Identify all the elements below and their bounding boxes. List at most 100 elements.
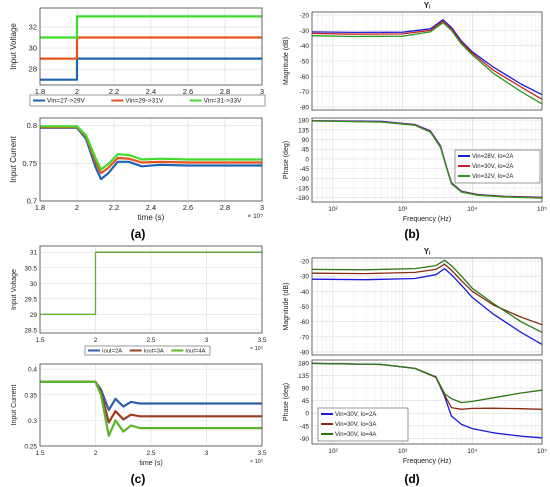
series-line-2 bbox=[40, 36, 262, 60]
y-tick-label: -90 bbox=[300, 436, 310, 443]
x-axis-label: time (s) bbox=[139, 460, 162, 467]
x-axis-label: Frequency (Hz) bbox=[403, 216, 451, 223]
y-tick-label: 0.8 bbox=[27, 121, 37, 130]
x-tick-label: 10³ bbox=[398, 206, 408, 213]
y-tick-label: -40 bbox=[300, 289, 310, 296]
plot-frame bbox=[39, 363, 263, 447]
y-tick-label: -45 bbox=[300, 423, 310, 430]
legend-label-2: Vin=29->31V bbox=[125, 98, 163, 105]
x-tick-label: 2.5 bbox=[146, 337, 155, 344]
y-tick-label: -50 bbox=[300, 59, 310, 66]
legend-label-3: Vin=31->33V bbox=[204, 98, 242, 105]
legend-label-1: Vin=28V, Io=2A bbox=[472, 154, 513, 160]
x-exponent-label: × 10⁵ bbox=[250, 458, 263, 465]
x-tick-label: 10⁴ bbox=[467, 448, 477, 455]
legend-box bbox=[29, 94, 266, 107]
series-line-1 bbox=[40, 57, 262, 81]
series-line-3 bbox=[40, 380, 262, 437]
x-tick-label: 10⁴ bbox=[467, 206, 477, 213]
x-tick-label: 3 bbox=[260, 87, 264, 96]
x-tick-label: 2.6 bbox=[183, 87, 193, 96]
x-tick-label: 3.5 bbox=[257, 450, 266, 457]
chart-c_top: 1.5 2 2.5 3 3.5 28.5 29 29.5 30 30.5 31 × 10⁵ Input … bbox=[11, 245, 267, 356]
x-tick-label: 2 bbox=[94, 450, 98, 457]
series-line-3 bbox=[311, 22, 543, 105]
legend-label-3: Iout=4A bbox=[185, 349, 205, 355]
y-tick-label: -80 bbox=[300, 104, 310, 111]
x-tick-label: 1.8 bbox=[35, 203, 45, 212]
chart-b_phase: 10² 10³ 10⁴ 10⁵ 180 135 90 45 0 -45 -90 -135 -180 Pha… bbox=[283, 117, 547, 223]
plot-frame bbox=[311, 11, 543, 111]
legend-label-1: Vin=27->29V bbox=[47, 98, 85, 105]
y-tick-label: 45 bbox=[302, 398, 310, 405]
caption-a: (a) bbox=[131, 227, 146, 241]
y-tick-label: 32 bbox=[29, 22, 37, 31]
y-axis-label: Input Current bbox=[11, 385, 18, 426]
x-tick-label: 10⁵ bbox=[537, 206, 547, 213]
legend-label-3: Vin=32V, Io=2A bbox=[472, 174, 513, 180]
plot-frame bbox=[311, 117, 543, 203]
x-tick-label: 3 bbox=[205, 450, 209, 457]
y-tick-label: 30.5 bbox=[24, 265, 37, 272]
y-tick-label: 0 bbox=[305, 156, 309, 163]
y-tick-label: 180 bbox=[298, 118, 309, 125]
x-tick-label: 1.5 bbox=[35, 450, 44, 457]
chart-d_mag: -20 -30 -40 -50 -60 -70 -80 Magnitude (dB) Yᵢ bbox=[283, 247, 543, 356]
y-tick-label: -135 bbox=[296, 186, 309, 193]
x-tick-label: 2.2 bbox=[109, 203, 119, 212]
legend: Vin=28V, Io=2A Vin=30V, Io=2A Vin=32V, Io=… bbox=[454, 149, 541, 184]
y-tick-label: 90 bbox=[302, 137, 310, 144]
caption-d: (d) bbox=[404, 472, 419, 486]
y-tick-label: 30 bbox=[29, 44, 37, 53]
y-axis-label: Phase (deg) bbox=[283, 383, 290, 421]
y-tick-label: -50 bbox=[300, 304, 310, 311]
y-tick-label: 0.75 bbox=[22, 159, 37, 168]
x-axis-label: Frequency (Hz) bbox=[403, 458, 451, 465]
series-line-3 bbox=[40, 125, 262, 171]
legend-label-1: Vin=30V, Io=2A bbox=[335, 412, 376, 418]
y-tick-label: 90 bbox=[302, 386, 310, 393]
x-tick-label: 2.6 bbox=[183, 203, 193, 212]
y-tick-label: -20 bbox=[300, 13, 310, 20]
series-line-3 bbox=[311, 362, 543, 404]
legend-label-2: Iout=3A bbox=[144, 349, 164, 355]
x-tick-label: 10² bbox=[328, 448, 338, 455]
series-line-1 bbox=[311, 19, 543, 96]
x-tick-label: 3 bbox=[260, 203, 264, 212]
y-tick-label: -60 bbox=[300, 319, 310, 326]
plot-frame bbox=[39, 117, 263, 202]
x-tick-label: 3 bbox=[205, 337, 209, 344]
y-tick-label: 0.4 bbox=[28, 367, 37, 374]
x-tick-label: 2.5 bbox=[146, 450, 155, 457]
x-tick-label: 2.4 bbox=[146, 87, 156, 96]
legend: Iout=2A Iout=3A Iout=4A bbox=[84, 345, 211, 356]
legend-label-2: Vin=30V, Io=3A bbox=[335, 422, 376, 428]
x-tick-label: 2 bbox=[94, 337, 98, 344]
y-tick-label: 28.5 bbox=[24, 327, 37, 334]
x-tick-label: 3.5 bbox=[257, 337, 266, 344]
caption-b: (b) bbox=[404, 227, 419, 241]
x-tick-label: 2.8 bbox=[220, 87, 230, 96]
x-tick-label: 2.8 bbox=[220, 203, 230, 212]
series-line-3 bbox=[40, 251, 262, 315]
y-tick-label: 31 bbox=[30, 250, 38, 257]
y-tick-label: -20 bbox=[300, 259, 310, 266]
y-tick-label: -40 bbox=[300, 43, 310, 50]
y-tick-label: 0.7 bbox=[27, 197, 37, 206]
y-axis-label: Input Voltage bbox=[9, 23, 18, 70]
y-tick-label: 135 bbox=[298, 127, 309, 134]
legend-box bbox=[84, 345, 211, 356]
legend: Vin=30V, Io=2A Vin=30V, Io=3A Vin=30V, Io=… bbox=[317, 407, 409, 442]
y-tick-label: -45 bbox=[300, 166, 310, 173]
x-exponent-label: × 10⁵ bbox=[247, 213, 263, 220]
legend-label-1: Iout=2A bbox=[102, 349, 122, 355]
x-tick-label: 10³ bbox=[398, 448, 408, 455]
y-tick-label: 180 bbox=[298, 360, 309, 367]
series-line-1 bbox=[311, 267, 543, 345]
y-tick-label: 0.25 bbox=[24, 444, 37, 451]
series-line-3 bbox=[311, 120, 543, 199]
series-line-3 bbox=[311, 259, 543, 333]
